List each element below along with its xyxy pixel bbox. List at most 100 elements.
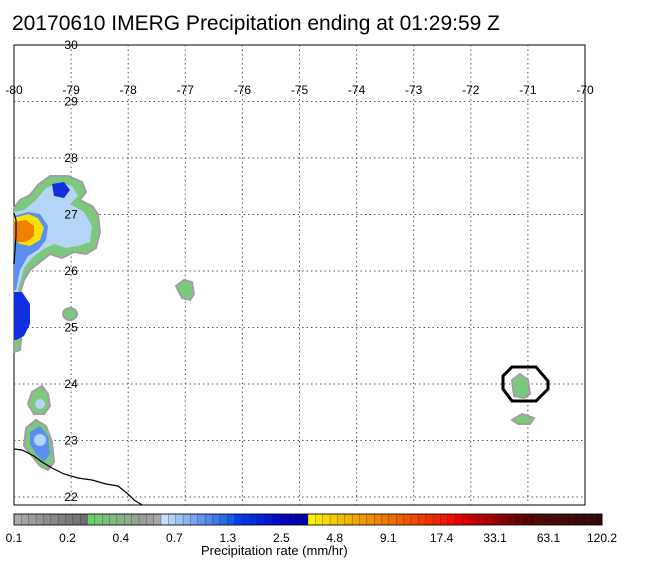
precip-cell-east-1 bbox=[510, 372, 532, 400]
colorbar-swatch bbox=[256, 513, 265, 526]
colorbar-swatch bbox=[594, 513, 603, 526]
colorbar-swatch bbox=[168, 513, 177, 526]
map-title: 20170610 IMERG Precipitation ending at 0… bbox=[12, 12, 500, 35]
colorbar-swatch bbox=[300, 513, 309, 526]
lat-tick-label: 28 bbox=[64, 151, 78, 165]
colorbar-swatch bbox=[285, 513, 294, 526]
colorbar-swatch bbox=[138, 513, 147, 526]
colorbar-swatch bbox=[293, 513, 302, 526]
precip-cell-small-1 bbox=[62, 307, 78, 321]
colorbar-swatch bbox=[116, 513, 125, 526]
colorbar-swatch bbox=[94, 513, 103, 526]
colorbar-swatch bbox=[454, 513, 463, 526]
lat-tick-label: 25 bbox=[64, 321, 78, 335]
colorbar-swatch bbox=[175, 513, 184, 526]
colorbar-tick-label: 0.2 bbox=[59, 531, 76, 545]
colorbar-swatch bbox=[241, 513, 250, 526]
colorbar-swatch bbox=[146, 513, 155, 526]
lon-tick-label: -72 bbox=[462, 83, 480, 97]
colorbar-swatch bbox=[109, 513, 118, 526]
colorbar-swatch bbox=[476, 513, 485, 526]
colorbar-frame bbox=[13, 513, 603, 526]
colorbar-tick-label: 63.1 bbox=[537, 531, 561, 545]
colorbar-swatch bbox=[396, 513, 405, 526]
colorbar-swatch bbox=[212, 513, 221, 526]
colorbar-tick-label: 0.1 bbox=[6, 531, 23, 545]
colorbar-swatch bbox=[249, 513, 257, 526]
colorbar-swatch bbox=[87, 513, 96, 526]
colorbar-swatch bbox=[72, 513, 81, 526]
colorbar-tick-label: 0.7 bbox=[166, 531, 183, 545]
colorbar bbox=[13, 513, 603, 526]
colorbar-swatch bbox=[182, 513, 191, 526]
colorbar-swatch bbox=[329, 513, 338, 526]
colorbar-swatch bbox=[190, 513, 199, 526]
colorbar-swatch bbox=[344, 513, 353, 526]
colorbar-swatch bbox=[271, 513, 280, 526]
precip-cell-east-2 bbox=[510, 412, 536, 425]
colorbar-swatch bbox=[418, 513, 427, 526]
colorbar-swatch bbox=[160, 513, 169, 526]
colorbar-swatch bbox=[521, 513, 529, 526]
colorbar-swatch bbox=[204, 513, 213, 526]
colorbar-swatch bbox=[366, 513, 375, 526]
colorbar-swatch bbox=[315, 513, 324, 526]
colorbar-swatch bbox=[219, 513, 228, 526]
colorbar-tick-label: 33.1 bbox=[483, 531, 507, 545]
colorbar-swatch bbox=[535, 513, 544, 526]
lon-tick-label: -70 bbox=[576, 83, 594, 97]
precip-cell-central bbox=[174, 278, 196, 302]
coastline bbox=[13, 212, 143, 506]
lat-tick-label: 23 bbox=[64, 434, 78, 448]
colorbar-swatch bbox=[263, 513, 272, 526]
lat-tick-label: 26 bbox=[64, 264, 78, 278]
colorbar-swatch bbox=[21, 513, 30, 526]
colorbar-swatch bbox=[410, 513, 419, 526]
lon-tick-label: -76 bbox=[234, 83, 252, 97]
colorbar-swatch bbox=[131, 513, 140, 526]
colorbar-swatch bbox=[337, 513, 346, 526]
colorbar-swatch bbox=[506, 513, 515, 526]
lon-tick-label: -75 bbox=[291, 83, 309, 97]
colorbar-swatch bbox=[432, 513, 441, 526]
colorbar-swatch bbox=[440, 513, 449, 526]
colorbar-swatch bbox=[35, 513, 44, 526]
latitude-labels: 30 29 28 27 26 25 24 23 22 bbox=[64, 38, 78, 504]
colorbar-swatch bbox=[373, 513, 382, 526]
colorbar-tick-label: 1.3 bbox=[219, 531, 236, 545]
lat-tick-label: 29 bbox=[64, 95, 78, 109]
colorbar-swatch bbox=[28, 513, 37, 526]
lon-tick-label: -79 bbox=[62, 83, 80, 97]
colorbar-swatch bbox=[234, 513, 243, 526]
coastline-cuba bbox=[13, 448, 143, 506]
colorbar-tick-label: 120.2 bbox=[587, 531, 617, 545]
colorbar-swatch bbox=[65, 513, 74, 526]
colorbar-swatch bbox=[102, 513, 110, 526]
colorbar-tick-label: 0.4 bbox=[113, 531, 130, 545]
colorbar-swatch bbox=[498, 513, 507, 526]
lon-tick-label: -80 bbox=[5, 83, 23, 97]
colorbar-swatch bbox=[388, 513, 397, 526]
colorbar-swatch bbox=[425, 513, 434, 526]
colorbar-swatch bbox=[278, 513, 287, 526]
lat-tick-label: 30 bbox=[64, 38, 78, 52]
longitude-labels: -80 -79 -78 -77 -76 -75 -74 -73 -72 -71 -70 bbox=[5, 83, 594, 97]
colorbar-swatch bbox=[557, 513, 566, 526]
lon-tick-label: -74 bbox=[348, 83, 366, 97]
colorbar-swatch bbox=[381, 513, 390, 526]
colorbar-swatch bbox=[153, 513, 162, 526]
lon-tick-label: -78 bbox=[120, 83, 138, 97]
colorbar-swatch bbox=[124, 513, 133, 526]
colorbar-swatch bbox=[587, 513, 596, 526]
colorbar-tick-label: 2.5 bbox=[273, 531, 290, 545]
lon-tick-label: -71 bbox=[519, 83, 537, 97]
grid-lines bbox=[14, 45, 585, 505]
colorbar-swatch bbox=[226, 513, 235, 526]
colorbar-swatch bbox=[197, 513, 206, 526]
colorbar-swatch bbox=[462, 513, 471, 526]
colorbar-swatch bbox=[322, 513, 331, 526]
colorbar-swatch bbox=[403, 513, 412, 526]
colorbar-labels: 0.1 0.2 0.4 0.7 1.3 2.5 4.8 9.1 17.4 33.1 63.1 120.… bbox=[6, 531, 618, 545]
lon-tick-label: -77 bbox=[177, 83, 195, 97]
